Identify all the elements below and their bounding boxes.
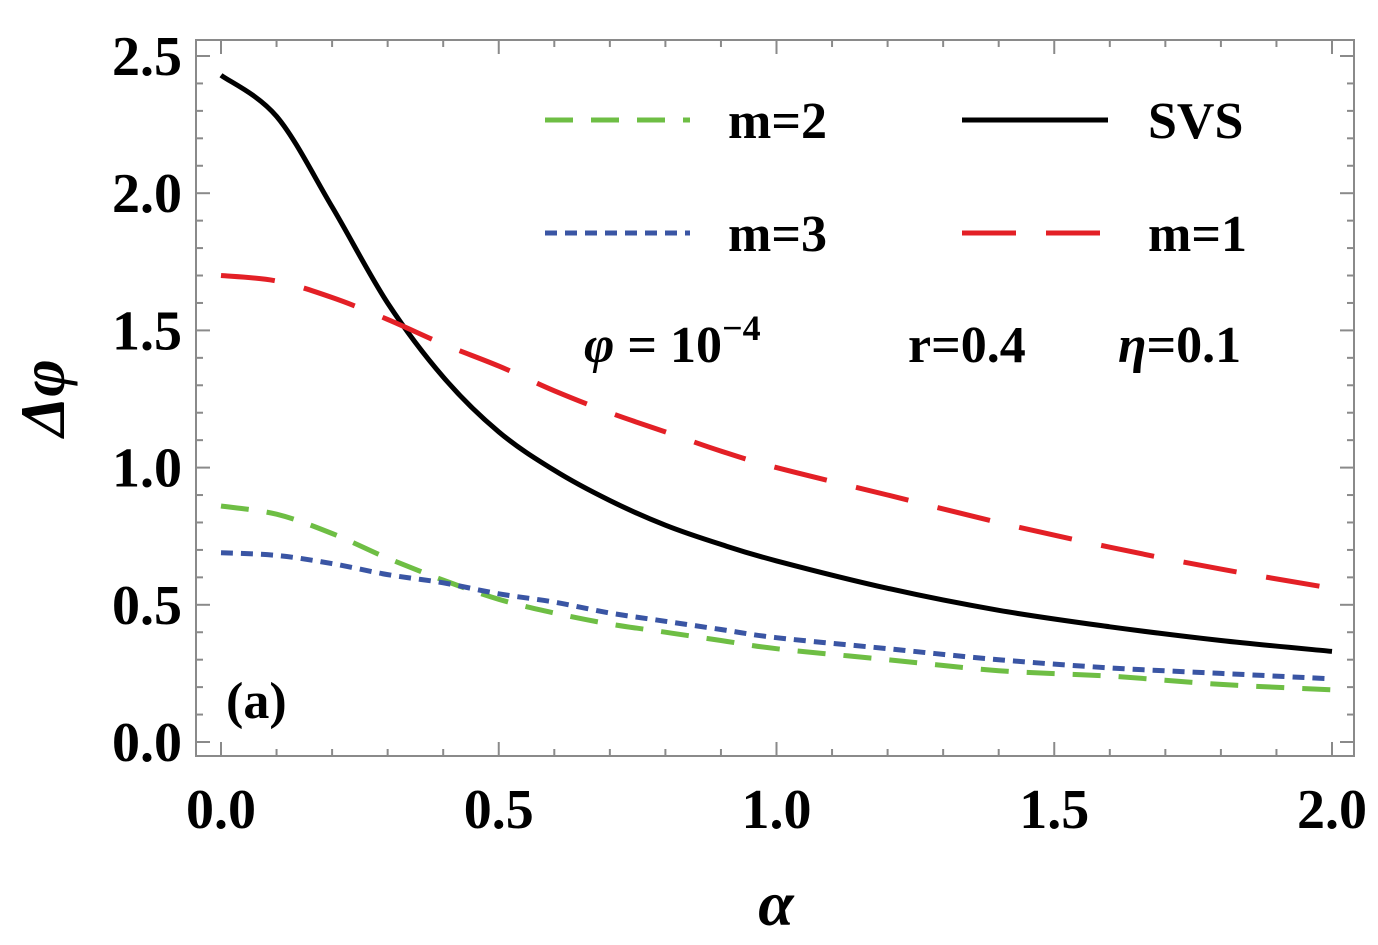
legend-label-m-3: m=3 xyxy=(728,206,827,263)
legend-label-m-2: m=2 xyxy=(728,93,827,150)
axis-ticks xyxy=(196,40,1354,756)
eta-value: =0.1 xyxy=(1147,317,1242,374)
x-tick-label: 2.0 xyxy=(1297,779,1367,841)
legend-label-m-1: m=1 xyxy=(1148,206,1247,263)
parameter-annotation: φ = 10−4 r=0.4 η=0.1 xyxy=(584,308,1241,374)
series-line-svs xyxy=(219,73,1333,654)
phi-symbol: φ xyxy=(584,317,614,374)
r-value: r=0.4 xyxy=(908,317,1026,374)
series-line-m-2 xyxy=(220,503,1333,693)
plot-frame xyxy=(195,39,1355,757)
y-axis-title: Δφ xyxy=(7,359,78,440)
y-tick-label: 2.5 xyxy=(112,26,182,88)
y-tick-label: 1.0 xyxy=(112,438,182,500)
y-tick-label: 2.0 xyxy=(112,163,182,225)
x-tick-label: 0.5 xyxy=(464,779,534,841)
x-tick-label: 1.0 xyxy=(742,779,812,841)
tick-labels: 0.0 0.5 1.0 1.5 2.0 0.0 0.5 1.0 1.5 2.0 2.5 xyxy=(112,26,1367,841)
panel-label: (a) xyxy=(226,673,287,730)
y-tick-label: 0.5 xyxy=(112,575,182,637)
phi-exponent: −4 xyxy=(722,308,761,348)
x-axis-title: α xyxy=(758,868,795,939)
series-line-m-1 xyxy=(220,273,1333,591)
data-series xyxy=(219,73,1333,693)
eta-symbol: η xyxy=(1118,317,1147,374)
x-tick-label: 0.0 xyxy=(186,779,256,841)
y-tick-label: 1.5 xyxy=(112,300,182,362)
series-line-m-3 xyxy=(220,550,1333,682)
phi-value: = 10 xyxy=(614,317,722,374)
y-tick-label: 0.0 xyxy=(112,712,182,774)
legend-label-svs: SVS xyxy=(1148,93,1243,150)
x-tick-label: 1.5 xyxy=(1019,779,1089,841)
legend: m=2 SVS m=3 m=1 xyxy=(545,93,1247,263)
